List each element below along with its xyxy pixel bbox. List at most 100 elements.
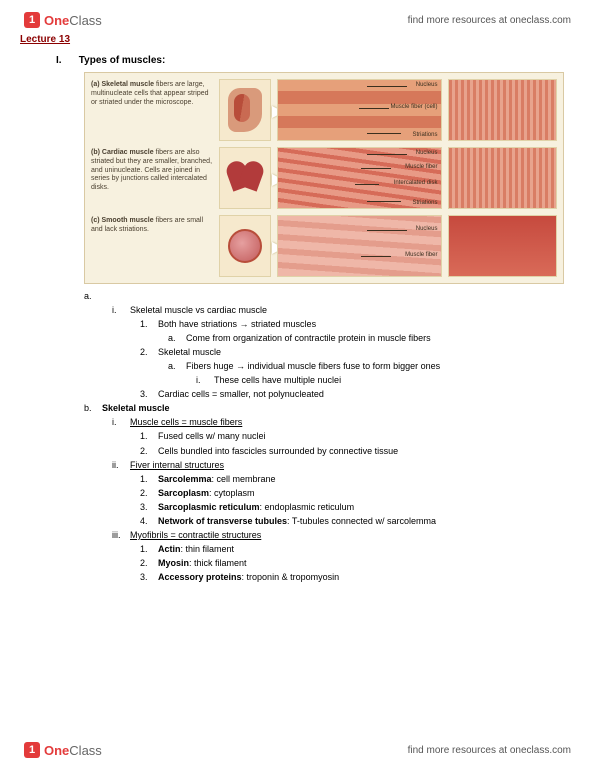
term: Accessory proteins [158, 572, 242, 582]
brand-word-class: Class [69, 13, 102, 28]
list-item: 1.Fused cells w/ many nuclei [140, 430, 575, 443]
leader-line [355, 184, 379, 185]
list-item: i.Skeletal muscle vs cardiac muscle [112, 304, 575, 317]
panel-c-organ [219, 215, 270, 277]
label-striations: Striations [412, 132, 437, 138]
footer-tagline: find more resources at oneclass.com [408, 745, 571, 756]
list-item: 1.Both have striations → striated muscle… [140, 318, 575, 331]
panel-c-fibers: Nucleus Muscle fiber [277, 215, 443, 277]
label-nucleus: Nucleus [416, 82, 438, 88]
text: Fused cells w/ many nuclei [158, 431, 266, 441]
marker: i. [196, 374, 214, 387]
heart-icon [228, 161, 262, 195]
section-heading: I. Types of muscles: [56, 55, 575, 66]
list-item: 3.Cardiac cells = smaller, not polynucle… [140, 388, 575, 401]
leader-line [361, 256, 391, 257]
list-item: 4.Network of transverse tubules: T-tubul… [140, 515, 575, 528]
definition: : T-tubules connected w/ sarcolemma [287, 516, 436, 526]
leader-line [367, 133, 401, 134]
panel-a-fibers: Nucleus Muscle fiber (cell) Striations [277, 79, 443, 141]
leader-line [359, 108, 389, 109]
label-muscle-fiber: Muscle fiber [405, 252, 437, 258]
panel-a-lead: (a) Skeletal muscle [91, 81, 154, 88]
marker: 1. [140, 430, 158, 443]
list-item: 1.Actin: thin filament [140, 543, 575, 556]
panel-b-lead: (b) Cardiac muscle [91, 149, 154, 156]
definition: : endoplasmic reticulum [260, 502, 355, 512]
header-tagline: find more resources at oneclass.com [408, 15, 571, 26]
brand-word-class: Class [69, 743, 102, 758]
label-nucleus: Nucleus [416, 150, 438, 156]
definition: : cytoplasm [209, 488, 255, 498]
panel-c-micrograph [448, 215, 557, 277]
page-header: 1 OneClass find more resources at onecla… [0, 6, 595, 34]
label-intercalated-disk: Intercalated disk [394, 180, 438, 186]
panel-b-caption: (b) Cardiac muscle fibers are also stria… [91, 147, 213, 209]
definition: : cell membrane [212, 474, 276, 484]
definition: : troponin & tropomyosin [242, 572, 340, 582]
text: Both have striations → striated muscles [158, 319, 316, 329]
text: These cells have multiple nuclei [214, 375, 341, 385]
marker: 1. [140, 318, 158, 331]
list-item: a.Fibers huge → individual muscle fibers… [168, 360, 575, 373]
marker: 3. [140, 388, 158, 401]
list-item: a.Come from organization of contractile … [168, 332, 575, 345]
marker: a. [168, 332, 186, 345]
marker: i. [112, 304, 130, 317]
label-nucleus: Nucleus [416, 226, 438, 232]
brand-text: OneClass [44, 743, 102, 758]
text: Cells bundled into fascicles surrounded … [158, 446, 398, 456]
panel-c-lead: (c) Smooth muscle [91, 217, 154, 224]
term: Sarcoplasmic reticulum [158, 502, 260, 512]
text: Fibers huge → individual muscle fibers f… [186, 361, 440, 371]
text: Skeletal muscle vs cardiac muscle [130, 305, 267, 315]
leader-line [367, 230, 407, 231]
list-item: 3.Accessory proteins: troponin & tropomy… [140, 571, 575, 584]
leader-line [367, 201, 401, 202]
leader-line [367, 154, 407, 155]
term: Actin [158, 544, 181, 554]
label-muscle-fiber: Muscle fiber [405, 164, 437, 170]
leader-line [367, 86, 407, 87]
brand-icon: 1 [24, 742, 40, 758]
term: Myosin [158, 558, 189, 568]
panel-a-organ [219, 79, 270, 141]
page-footer: 1 OneClass find more resources at onecla… [0, 736, 595, 764]
marker: a. [84, 290, 102, 303]
text: Cardiac cells = smaller, not polynucleat… [158, 389, 324, 399]
marker: 1. [140, 473, 158, 486]
marker: 2. [140, 557, 158, 570]
brand-word-one: One [44, 13, 69, 28]
text: Fiver internal structures [130, 460, 224, 470]
panel-b-fibers: Nucleus Muscle fiber Intercalated disk S… [277, 147, 443, 209]
panel-b-organ [219, 147, 270, 209]
list-item: ii.Fiver internal structures [112, 459, 575, 472]
leader-line [361, 168, 391, 169]
list-item: 2.Cells bundled into fascicles surrounde… [140, 445, 575, 458]
arm-icon [228, 88, 262, 132]
panel-a-micrograph [448, 79, 557, 141]
brand-logo: 1 OneClass [24, 742, 102, 758]
muscle-types-figure: (a) Skeletal muscle fibers are large, mu… [84, 72, 564, 284]
marker: 4. [140, 515, 158, 528]
section-title-text: Types of muscles: [79, 55, 166, 66]
list-item: 1.Sarcolemma: cell membrane [140, 473, 575, 486]
text: Skeletal muscle [158, 347, 221, 357]
marker: iii. [112, 529, 130, 542]
marker: 2. [140, 445, 158, 458]
list-item: b.Skeletal muscle [84, 402, 575, 415]
marker: 2. [140, 346, 158, 359]
text: Skeletal muscle [102, 403, 170, 413]
panel-b-micrograph [448, 147, 557, 209]
intestine-icon [228, 229, 262, 263]
panel-a-caption: (a) Skeletal muscle fibers are large, mu… [91, 79, 213, 141]
label-muscle-fiber: Muscle fiber (cell) [390, 104, 437, 110]
text: Muscle cells = muscle fibers [130, 417, 242, 427]
marker: 1. [140, 543, 158, 556]
figure-panel-b: (b) Cardiac muscle fibers are also stria… [91, 147, 557, 209]
term: Network of transverse tubules [158, 516, 287, 526]
list-item: 3.Sarcoplasmic reticulum: endoplasmic re… [140, 501, 575, 514]
definition: : thin filament [181, 544, 235, 554]
lecture-notes: a. i.Skeletal muscle vs cardiac muscle 1… [84, 290, 575, 584]
lecture-title: Lecture 13 [20, 34, 575, 45]
